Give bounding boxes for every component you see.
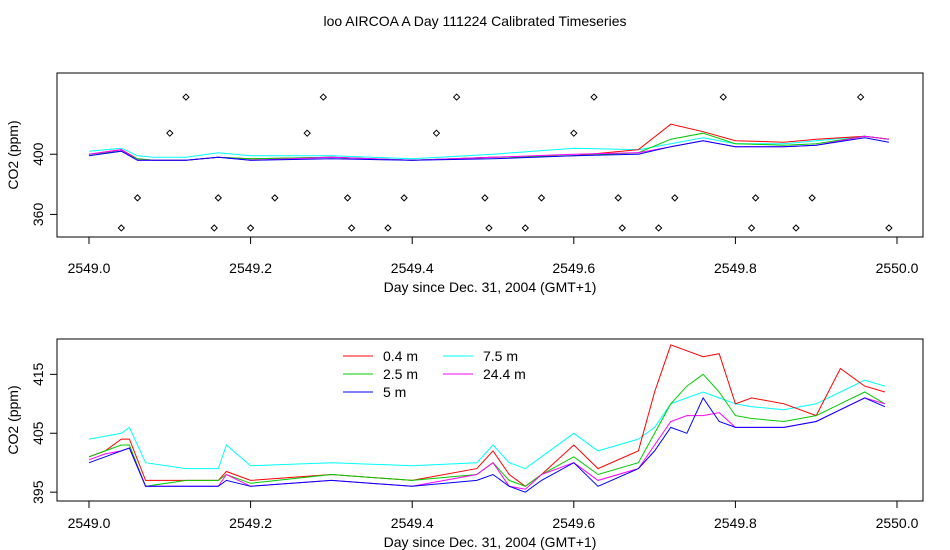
status-marker xyxy=(210,224,218,232)
status-marker xyxy=(133,194,142,202)
x-tick-label: 2549.0 xyxy=(68,515,111,531)
status-marker xyxy=(614,194,622,202)
x-tick-label: 2549.6 xyxy=(552,515,595,531)
status-marker xyxy=(182,93,190,101)
status-marker xyxy=(885,224,893,232)
top-panel: 2549.0 2549.2 2549.4 2549.6 2549.8 2550.0 360 4… xyxy=(5,72,924,295)
x-tick-label: 2549.4 xyxy=(391,515,434,531)
plot-frame xyxy=(56,72,924,238)
legend: 0.4 m 2.5 m 5 m 7.5 m 24.4 m xyxy=(343,348,526,400)
status-marker xyxy=(808,194,816,202)
status-marker xyxy=(400,194,408,202)
y-axis-label: CO2 (ppm) xyxy=(5,120,21,189)
status-marker xyxy=(384,224,392,232)
y-tick-label: 360 xyxy=(30,203,46,227)
status-marker xyxy=(751,194,760,202)
status-marker xyxy=(271,194,279,202)
legend-label: 5 m xyxy=(383,384,406,400)
status-marker xyxy=(214,194,222,202)
series-line-5-m xyxy=(88,137,889,161)
status-marker xyxy=(654,224,663,232)
x-axis-label: Day since Dec. 31, 2004 (GMT+1) xyxy=(384,279,597,295)
x-tick-label: 2550.0 xyxy=(876,260,919,276)
series-line-2-5-m xyxy=(88,373,886,487)
status-marker xyxy=(537,194,546,202)
status-marker xyxy=(347,224,356,232)
status-marker xyxy=(792,224,800,232)
status-marker xyxy=(671,194,679,202)
y-axis-label: CO2 (ppm) xyxy=(5,385,21,454)
x-tick-label: 2549.6 xyxy=(552,260,595,276)
y-tick-label: 415 xyxy=(30,362,46,386)
x-tick-label: 2549.4 xyxy=(391,260,434,276)
status-marker xyxy=(747,224,756,232)
status-marker xyxy=(246,224,255,232)
y-tick-label: 400 xyxy=(30,142,46,166)
status-marker xyxy=(719,93,727,101)
legend-label: 24.4 m xyxy=(483,366,526,382)
status-marker xyxy=(618,224,626,232)
y-tick-label: 395 xyxy=(30,480,46,504)
series-line-24-4-m xyxy=(88,397,886,490)
bottom-panel: 2549.0 2549.2 2549.4 2549.6 2549.8 2550.0 395 4… xyxy=(5,338,924,550)
series-line-7-5-m xyxy=(88,135,889,160)
status-marker xyxy=(166,129,174,137)
x-axis-label: Day since Dec. 31, 2004 (GMT+1) xyxy=(384,534,597,550)
series-line-7-5-m xyxy=(88,379,886,470)
y-tick-label: 405 xyxy=(30,421,46,445)
status-marker xyxy=(856,93,865,101)
x-tick-label: 2549.2 xyxy=(229,260,272,276)
status-marker xyxy=(485,224,493,232)
status-marker xyxy=(481,194,489,202)
status-marker xyxy=(452,93,461,101)
plot-area xyxy=(88,93,893,232)
status-marker xyxy=(570,129,578,137)
x-tick-label: 2549.8 xyxy=(714,515,757,531)
series-line-24-4-m xyxy=(88,135,889,161)
plot-area xyxy=(88,344,886,493)
status-marker xyxy=(432,129,441,137)
plot-frame xyxy=(56,338,924,502)
x-tick-label: 2549.8 xyxy=(714,260,757,276)
status-marker xyxy=(117,224,126,232)
legend-label: 2.5 m xyxy=(383,366,418,382)
x-tick-label: 2550.0 xyxy=(876,515,919,531)
status-marker xyxy=(303,129,311,137)
status-marker xyxy=(590,93,598,101)
x-tick-label: 2549.2 xyxy=(229,515,272,531)
status-marker xyxy=(521,224,530,232)
legend-label: 7.5 m xyxy=(483,348,518,364)
legend-label: 0.4 m xyxy=(383,348,418,364)
status-marker xyxy=(343,194,352,202)
status-marker xyxy=(319,93,328,101)
chart-title: loo AIRCOA A Day 111224 Calibrated Times… xyxy=(324,13,627,29)
series-line-5-m xyxy=(88,396,886,493)
x-tick-label: 2549.0 xyxy=(68,260,111,276)
